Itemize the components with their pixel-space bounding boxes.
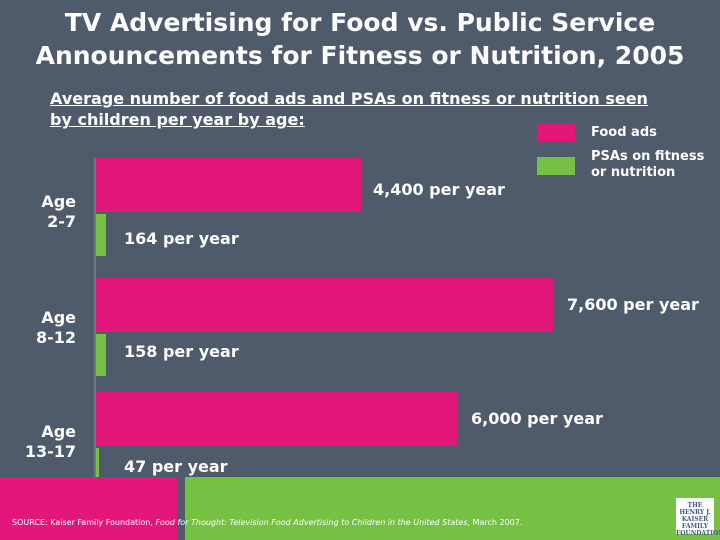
bar-psa-3 xyxy=(96,448,99,490)
logo-line-2: KAISER xyxy=(681,516,709,523)
data-label-psa-2: 158 per year xyxy=(124,342,239,361)
bar-psa-2 xyxy=(96,334,106,376)
source-title: Food for Thought: Television Food Advert… xyxy=(155,518,468,527)
subtitle-line-1: Average number of food ads and PSAs on f… xyxy=(50,89,648,108)
logo-line-3: FAMILY xyxy=(681,523,709,530)
category-label-line-2: 13-17 xyxy=(24,442,76,461)
data-label-food-1: 4,400 per year xyxy=(373,180,505,199)
logo-line-1: THE HENRY J. xyxy=(679,502,711,516)
legend-label-psa-line-1: PSAs on fitness xyxy=(591,149,705,164)
source-suffix: , March 2007. xyxy=(467,518,523,527)
data-label-food-3: 6,000 per year xyxy=(471,409,603,428)
category-label-line-1: Age xyxy=(41,308,76,327)
subtitle-line-2: by children per year by age: xyxy=(50,110,305,129)
category-label-age-2-7: Age 2-7 xyxy=(6,192,76,232)
footer-pink-band xyxy=(0,477,177,540)
bar-food-2 xyxy=(96,278,553,332)
data-label-psa-1: 164 per year xyxy=(124,229,239,248)
category-label-line-1: Age xyxy=(41,192,76,211)
title-line-1: TV Advertising for Food vs. Public Servi… xyxy=(64,8,656,37)
category-label-line-2: 2-7 xyxy=(47,212,76,231)
footer-green-band xyxy=(185,477,720,540)
bar-food-3 xyxy=(96,392,457,446)
chart-subtitle: Average number of food ads and PSAs on f… xyxy=(50,88,660,130)
source-prefix: SOURCE: Kaiser Family Foundation, xyxy=(12,518,156,527)
category-axis-line xyxy=(94,158,96,492)
logo-line-4: FOUNDATION xyxy=(676,530,720,537)
legend-label-psa: PSAs on fitness or nutrition xyxy=(591,149,704,181)
category-label-line-2: 8-12 xyxy=(35,328,76,347)
bar-food-1 xyxy=(96,158,361,212)
category-label-age-13-17: Age 13-17 xyxy=(6,422,76,462)
chart-title: TV Advertising for Food vs. Public Servi… xyxy=(0,6,720,72)
category-label-age-8-12: Age 8-12 xyxy=(6,308,76,348)
source-note: SOURCE: Kaiser Family Foundation, Food f… xyxy=(12,518,522,527)
data-label-food-2: 7,600 per year xyxy=(567,295,699,314)
title-line-2: Announcements for Fitness or Nutrition, … xyxy=(35,41,685,70)
data-label-psa-3: 47 per year xyxy=(124,457,228,476)
legend-label-psa-line-2: or nutrition xyxy=(591,165,676,180)
bar-psa-1 xyxy=(96,214,106,256)
category-label-line-1: Age xyxy=(41,422,76,441)
legend-swatch-food xyxy=(537,123,575,141)
legend-swatch-psa xyxy=(537,157,575,175)
kaiser-logo: THE HENRY J. KAISER FAMILY FOUNDATION xyxy=(676,498,720,537)
legend-label-food: Food ads xyxy=(591,125,657,140)
